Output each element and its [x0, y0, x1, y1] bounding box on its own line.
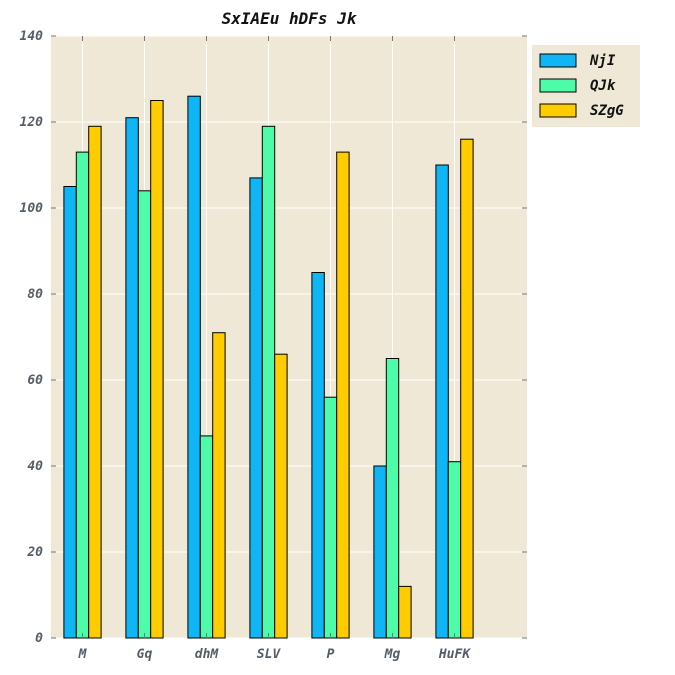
y-tick-label: 40	[27, 459, 43, 474]
y-tick-label: 80	[27, 287, 43, 302]
y-tick-label: 0	[35, 631, 43, 646]
legend-swatch	[539, 53, 577, 68]
y-tick-label: 120	[20, 115, 44, 130]
x-tick-label: Mg	[384, 647, 401, 662]
bar	[460, 138, 474, 639]
bar	[199, 435, 214, 639]
bar	[261, 125, 276, 639]
bar	[435, 164, 449, 639]
y-tick-label: 60	[27, 373, 43, 388]
y-tick-label: 140	[20, 29, 44, 44]
legend-swatch	[539, 103, 577, 118]
bar	[75, 151, 90, 639]
x-tick-label: Gq	[137, 647, 153, 662]
bar	[187, 95, 201, 639]
y-tick-label: 20	[26, 545, 43, 560]
legend-swatch	[539, 78, 577, 93]
legend-label: QJk	[590, 78, 616, 94]
bar	[212, 332, 226, 639]
bar	[125, 117, 139, 639]
axes: 0 20 40 60 80 100 120 140 M Gq dhM SLV P Mg HuFK	[20, 29, 527, 662]
legend: NjI QJk SZgG	[532, 45, 640, 127]
legend-label: SZgG	[590, 103, 624, 119]
x-tick-label: M	[78, 647, 88, 662]
x-tick-label: SLV	[257, 647, 282, 662]
bar	[88, 125, 102, 639]
bar	[323, 396, 338, 639]
chart-title: SxIAEu hDFs Jk	[222, 9, 358, 28]
y-tick-label: 100	[20, 201, 44, 216]
bar	[336, 151, 350, 639]
legend-label: NjI	[589, 53, 616, 69]
bar	[373, 465, 387, 639]
bar	[63, 186, 77, 639]
bar	[311, 272, 325, 639]
bar	[150, 100, 164, 639]
x-tick-label: dhM	[195, 647, 220, 662]
bar	[137, 190, 152, 639]
x-tick-label: HuFK	[438, 647, 471, 662]
bar	[385, 358, 400, 639]
bars	[63, 95, 474, 639]
bar	[274, 353, 288, 639]
x-tick-label: P	[327, 647, 335, 662]
bar	[249, 177, 263, 639]
bar	[398, 585, 412, 639]
bar	[447, 461, 462, 639]
